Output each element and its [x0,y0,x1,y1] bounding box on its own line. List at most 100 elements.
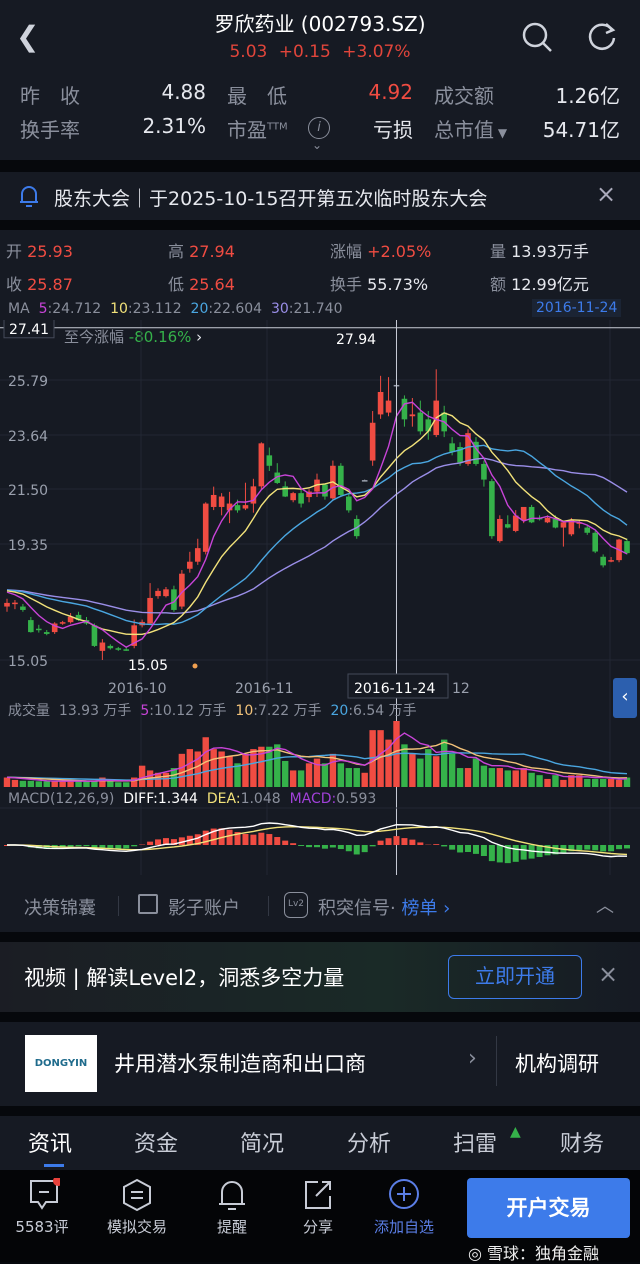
alert-button[interactable]: 提醒 [192,1178,272,1237]
volume-bar [59,781,65,787]
macd-histogram-bar [83,845,89,846]
candle-body [545,518,551,522]
amount-info: 额 12.99亿元 [490,271,589,295]
macd-histogram-bar [115,845,121,849]
tab-funds[interactable]: 资金 [134,1126,178,1158]
volume-bar [115,782,121,787]
candle-body [123,649,129,651]
bottom-bar: 5583评 模拟交易 提醒 分享 添加自选 开户交易 ◎ 雪球：独角金融 [0,1170,640,1262]
stat-value: 1.26亿 [520,80,620,109]
candle-body [187,562,193,569]
video-banner[interactable]: 视频 | 解读Level2，洞悉多空力量 立即开通 × [0,942,640,1012]
low-marker-label: 15.05 [128,658,168,674]
volume-bar [401,744,407,787]
open-account-trade-button[interactable]: 开户交易 [467,1178,630,1238]
chart-box-icon [138,894,158,914]
stat-label: 市盈TTM [227,114,288,143]
tab-risk[interactable]: 扫雷 [453,1126,497,1158]
volume-bar [385,740,391,787]
search-icon[interactable] [520,20,556,56]
candle-body [195,548,201,562]
tab-news[interactable]: 资讯 [28,1126,72,1158]
volume-bar [608,779,614,787]
macd-histogram-bar [346,845,352,851]
candle-body [155,591,161,596]
x-tick-label: 2016-10 [108,681,167,697]
share-icon [302,1178,334,1212]
close-icon[interactable]: × [598,960,618,988]
collapse-up-icon[interactable]: ︿ [596,892,614,918]
volume-bar [552,775,558,787]
tool-decision[interactable]: 决策锦囊 [24,894,96,920]
candle-body [386,401,392,413]
tab-analysis[interactable]: 分析 [347,1126,391,1158]
macd-histogram-bar [497,845,503,862]
x-tick-label: 12 [452,681,470,697]
dongyin-logo: DONGYIN [25,1035,97,1092]
add-watchlist-button[interactable]: 添加自选 [364,1178,444,1237]
diff-line [7,823,627,857]
macd-histogram-bar [489,845,495,861]
y-tick-label: 25.79 [8,374,48,390]
macd-histogram-bar [76,845,82,846]
open-info: 开 25.93 [6,238,73,262]
stock-header: ❮ 罗欣药业 (002793.SZ) 5.03 +0.15 +3.07% 昨 收… [0,0,640,160]
volume-bar [465,768,471,787]
macd-histogram-bar [616,845,622,849]
activate-button[interactable]: 立即开通 [448,955,582,999]
stat-label[interactable]: 总市值 ▼ [434,114,507,143]
macd-histogram-bar [600,845,606,851]
stat-value: 亏损 [320,114,413,143]
candle-body [489,481,495,536]
chevron-right-icon: › [468,1046,477,1071]
candle-body [338,466,344,495]
bell-icon [216,1178,248,1212]
tool-shadow-account[interactable]: 影子账户 [168,894,240,920]
notice-bar[interactable]: 股东大会｜于2025-10-15召开第五次临时股东大会 × [0,172,640,220]
candle-body [28,620,34,632]
candle-body [12,603,18,605]
research-link[interactable]: 机构调研 [515,1048,599,1078]
volume-bar [473,759,479,787]
macd-histogram-bar [258,833,264,845]
tool-signal[interactable]: 积突信号· 榜单 › [318,894,450,920]
comments-button[interactable]: 5583评 [2,1178,82,1237]
macd-histogram-bar [242,834,248,845]
macd-histogram-bar [457,845,463,852]
volume-bar [75,781,81,787]
ad-banner[interactable]: DONGYIN 井用潜水泵制造商和出口商 › 机构调研 [0,1022,640,1106]
tab-finance[interactable]: 财务 [560,1126,604,1158]
candle-body [481,464,487,480]
sim-trade-button[interactable]: 模拟交易 [97,1178,177,1237]
candle-body [100,643,106,651]
volume-bar [28,781,34,787]
comment-icon [28,1178,60,1212]
tab-underline [44,1164,64,1167]
volume-bar [536,775,542,787]
refresh-icon[interactable] [586,20,620,54]
stat-label: 换手率 [20,114,80,143]
close-icon[interactable]: × [596,180,616,208]
volume-bar [513,770,519,787]
share-button[interactable]: 分享 [278,1178,358,1237]
candle-body [92,625,98,646]
macd-histogram-bar [147,842,153,845]
macd-histogram-bar [449,845,455,850]
volume-bar [361,773,367,787]
candle-body [147,598,153,624]
ma10-line [7,413,627,634]
alert-label: 提醒 [192,1216,272,1237]
candle-body [529,507,535,522]
macd-histogram-bar [123,845,129,848]
volume-bar [83,781,89,787]
volume-bar [505,770,511,787]
y-tick-label: 15.05 [8,654,48,670]
collapse-panel-button[interactable]: ‹ [613,678,637,718]
low-info: 低 25.64 [168,271,235,295]
ma-legend: MA 5:24.712 10:23.112 20:22.604 30:21.74… [8,301,343,317]
tab-profile[interactable]: 简况 [240,1126,284,1158]
watchlist-label: 添加自选 [364,1216,444,1237]
macd-histogram-bar [409,840,415,845]
candle-body [243,505,249,508]
high-info: 高 27.94 [168,238,235,262]
